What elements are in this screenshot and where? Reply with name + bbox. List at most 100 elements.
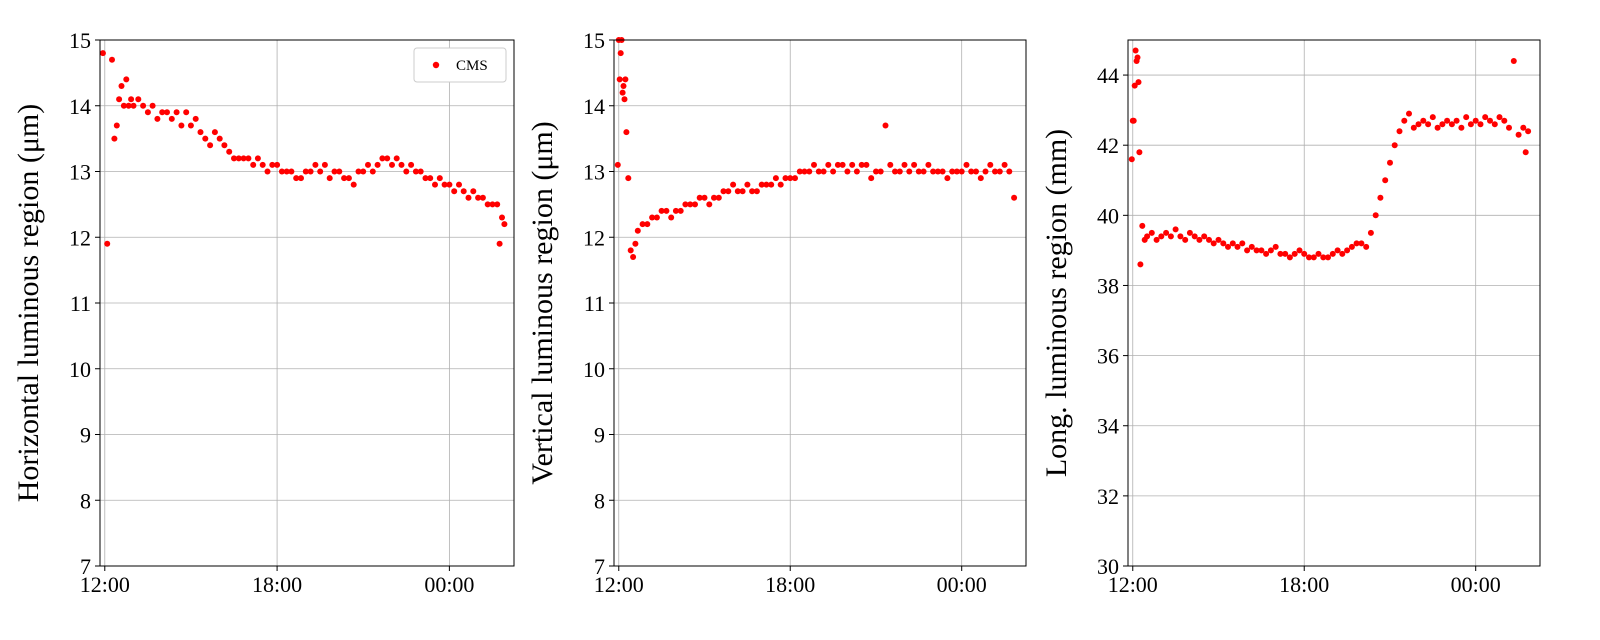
data-point (1320, 254, 1327, 261)
x-tick-label: 12:00 (80, 572, 130, 597)
data-point (140, 102, 147, 109)
data-point (982, 168, 989, 175)
data-point (1263, 250, 1270, 257)
data-point (1348, 243, 1355, 250)
data-point (456, 181, 462, 188)
data-point (621, 96, 628, 103)
data-point (830, 168, 837, 175)
data-point (1301, 250, 1308, 257)
data-point (1401, 117, 1408, 124)
data-point (939, 168, 946, 175)
legend: CMS (413, 47, 507, 83)
data-point (1406, 110, 1412, 117)
data-point (1334, 247, 1341, 254)
data-point (1172, 226, 1179, 233)
data-point (460, 188, 467, 195)
data-point (441, 181, 448, 188)
x-tick-label: 12:00 (1108, 572, 1158, 597)
data-point (815, 168, 822, 175)
data-point (632, 240, 639, 247)
data-point (1186, 229, 1193, 236)
data-point (1177, 233, 1184, 240)
data-point (341, 175, 348, 182)
data-point (231, 155, 237, 162)
data-point (1229, 240, 1236, 247)
data-point (1248, 243, 1255, 250)
data-point (1134, 54, 1141, 61)
data-point (1477, 121, 1484, 128)
x-tick-label: 00:00 (1451, 572, 1501, 597)
data-point (1306, 254, 1312, 261)
data-point (868, 175, 875, 182)
data-point (630, 254, 637, 260)
data-point (484, 201, 491, 208)
data-point (436, 175, 443, 182)
data-point (892, 168, 898, 175)
data-point (109, 56, 115, 63)
data-point (178, 122, 185, 129)
data-point (278, 168, 285, 175)
data-point (1258, 247, 1265, 254)
y-tick-label: 8 (594, 488, 605, 513)
data-point (1463, 114, 1470, 121)
data-point (1510, 58, 1517, 64)
data-point (744, 181, 751, 188)
data-point (130, 102, 137, 109)
data-point (692, 201, 698, 208)
data-point (622, 76, 629, 83)
data-point (820, 168, 827, 175)
data-point (663, 207, 670, 214)
data-point (412, 168, 419, 175)
legend-box (413, 47, 507, 83)
data-point (1325, 254, 1331, 261)
data-point (653, 214, 660, 221)
data-points (99, 50, 508, 247)
data-point (973, 168, 979, 175)
data-point (801, 168, 808, 175)
data-point (677, 207, 684, 214)
data-point (627, 247, 634, 254)
data-point (1367, 229, 1374, 236)
data-point (1506, 124, 1512, 131)
y-axis-label: Horizontal luminous region (μm) (12, 104, 45, 503)
data-point (1130, 117, 1137, 124)
data-point (792, 175, 798, 182)
data-point (873, 168, 879, 175)
data-point (345, 175, 352, 182)
data-point (259, 161, 266, 168)
y-tick-label: 13 (583, 160, 605, 185)
data-point (1144, 233, 1151, 240)
data-point (1234, 243, 1241, 250)
data-point (1215, 236, 1222, 243)
data-point (625, 175, 632, 182)
data-point (958, 168, 965, 175)
data-point (768, 181, 775, 188)
x-tick-label: 18:00 (765, 572, 815, 597)
data-point (858, 161, 865, 168)
y-tick-label: 10 (583, 357, 605, 382)
data-point (987, 161, 994, 168)
data-point (911, 161, 918, 168)
data-point (250, 161, 257, 168)
data-point (489, 201, 496, 208)
data-point (1267, 247, 1274, 254)
data-point (99, 50, 106, 57)
data-point (1011, 194, 1018, 201)
data-point (240, 155, 247, 162)
data-point (264, 168, 271, 175)
y-tick-label: 14 (69, 94, 91, 119)
data-point (154, 115, 161, 122)
y-tick-label: 11 (70, 291, 91, 316)
data-point (1329, 250, 1336, 257)
y-tick-label: 9 (594, 423, 605, 448)
data-point (1225, 243, 1231, 250)
data-point (634, 227, 641, 234)
data-point (159, 109, 166, 116)
data-point (749, 188, 756, 195)
data-point (269, 161, 276, 168)
y-tick-label: 44 (1097, 63, 1119, 88)
data-point (1006, 168, 1013, 175)
data-point (616, 76, 623, 83)
data-point (1453, 117, 1460, 124)
data-point (614, 161, 621, 168)
